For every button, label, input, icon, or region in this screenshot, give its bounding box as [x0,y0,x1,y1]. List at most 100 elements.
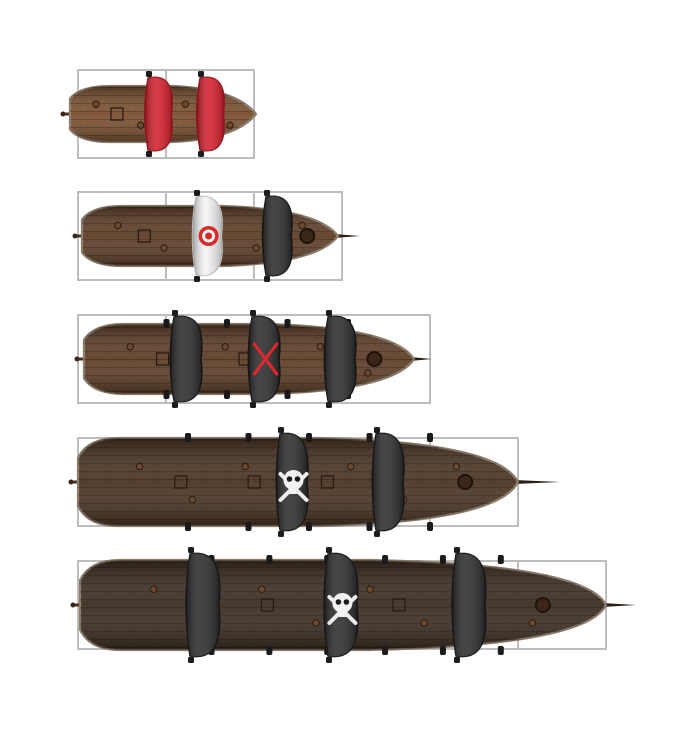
barrel [135,462,144,471]
yard-end [172,402,178,408]
cannon [266,555,273,564]
bowsprit [514,480,560,484]
hatch [392,598,406,612]
sail-shading [452,553,486,657]
cannon [163,319,170,328]
yard-end [326,310,332,316]
yard-end [278,531,284,537]
cannon [366,433,373,442]
cannon [382,555,389,564]
yard-end [172,310,178,316]
deck-details [114,221,316,252]
barrel [364,369,372,377]
yard-end [454,657,460,663]
yard-end [374,531,380,537]
barrel [298,221,306,230]
yard-end [188,547,194,553]
cannon [266,646,273,655]
hatch [110,107,124,121]
barrel [316,343,324,351]
barrel [136,121,145,129]
barrel [126,343,134,351]
cannon [427,522,433,531]
cannon [245,522,252,531]
ship-1[interactable] [60,71,258,157]
stern-knob [60,111,66,117]
bowsprit [410,357,432,361]
sail-black [275,427,309,537]
stern-knob [72,233,78,239]
yard-end [146,151,152,157]
yard-end [326,657,332,663]
sail-red [144,71,173,157]
yard-end [326,402,332,408]
ship-5[interactable] [70,547,637,663]
cannon [224,390,230,399]
cannon [497,646,504,655]
cannon [306,522,312,531]
yard-end [250,402,256,408]
sail-black [451,547,487,663]
yard-end [454,547,460,553]
barrel [252,244,260,252]
deck-details [92,100,234,129]
yard-end [146,71,152,77]
capstan [534,597,551,613]
hatch [137,229,151,243]
yard-end [326,547,332,553]
sail-shading [144,77,173,151]
sail-shading [170,316,202,402]
cannon [439,555,446,564]
sail-shading [262,196,293,276]
sail-black [261,190,293,282]
barrel [347,462,355,471]
hatch [260,598,275,612]
yard-end [198,151,204,157]
hatch [247,475,261,489]
ship-3[interactable] [74,310,433,408]
barrel [149,585,158,593]
cannon [284,319,291,328]
capstan [457,474,474,490]
skull-and-crossbones-emblem [327,593,358,625]
ship-4[interactable] [68,427,561,537]
hatch [174,475,188,489]
capstan [299,228,316,244]
stern-knob [68,479,74,485]
ship-2[interactable] [72,190,361,282]
barrel [188,495,197,504]
barrel [312,619,320,627]
barrel [226,121,234,129]
sail-red [196,71,225,157]
target-emblem [198,226,219,246]
barrel [181,100,190,108]
cannon [224,319,230,328]
barrel [420,619,428,627]
sail-shading [372,433,404,531]
yard-end [264,276,270,282]
barrel [258,585,266,593]
cannon [185,522,191,531]
yard-end [264,190,270,196]
cannon [185,433,191,442]
cannon [439,646,446,655]
cannon [306,433,312,442]
barrel [241,462,249,471]
yard-end [250,310,256,316]
barrel [160,244,168,252]
sail-black [185,547,221,663]
cannon [366,522,373,531]
sail-black [169,310,203,408]
sail-shading [186,553,220,657]
cannon [382,646,389,655]
sail-shading [324,316,356,402]
yard-end [278,427,284,433]
hatch [155,352,170,366]
cannon [284,390,291,399]
sail-black [323,310,357,408]
yard-end [374,427,380,433]
bowsprit [602,603,636,607]
sail-black [247,310,281,408]
barrel [114,221,122,230]
cannon [245,433,252,442]
